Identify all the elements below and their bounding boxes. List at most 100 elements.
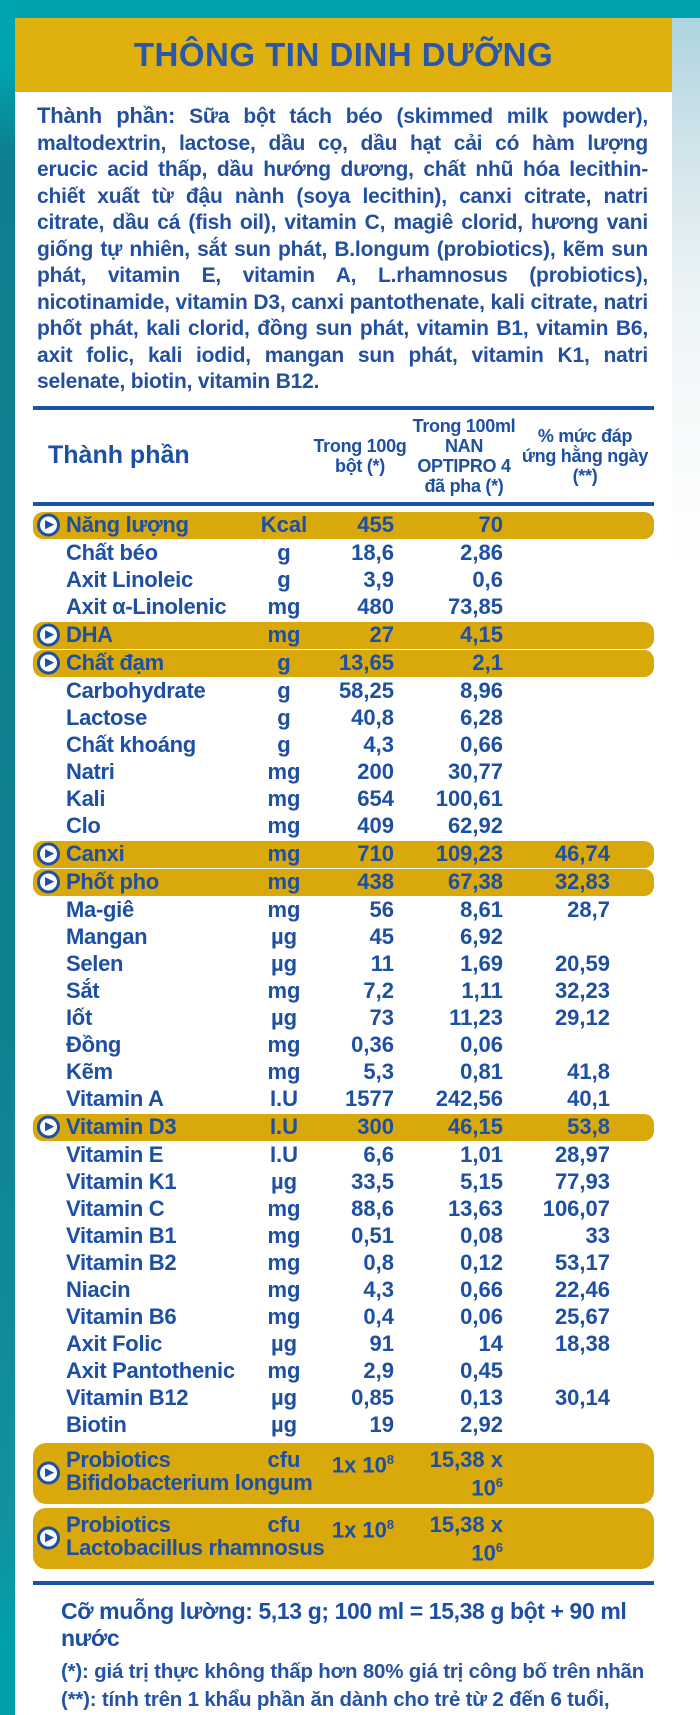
nutrient-name: DHA [66,622,113,647]
nutrient-unit: cfu [267,1446,301,1472]
footer-divider [33,1580,654,1585]
nutrient-name: Niacin [66,1277,131,1302]
value-per-100g: 0,51 [351,1223,394,1248]
value-pct-daily: 33 [585,1223,610,1248]
value-per-100ml: 62,92 [447,813,503,838]
value-pct-daily: 32,83 [554,869,610,894]
value-per-100ml: 0,6 [472,567,503,592]
bullet-play-icon: ▶ [37,870,60,894]
nutrient-name: Chất khoáng [66,732,196,757]
value-pct-daily: 77,93 [554,1169,610,1194]
play-triangle: ▶ [45,656,54,669]
value-per-100ml: 1,69 [460,951,503,976]
nutrient-unit: g [277,650,291,675]
nutrient-unit: g [277,732,291,757]
bullet-play-icon: ▶ [37,513,60,537]
value-pct-daily: 29,12 [554,1005,610,1030]
value-per-100ml: 15,38 x 106 [429,1446,503,1500]
nutrient-unit: mg [267,594,301,619]
value-per-100ml: 1,01 [460,1142,503,1167]
value-per-100g: 58,25 [338,678,394,703]
value-per-100ml: 70 [478,512,503,537]
value-per-100g: 4,3 [363,732,394,757]
value-per-100ml: 73,85 [447,594,503,619]
nutrient-unit: µg [270,1331,298,1356]
bullet-play-icon: ▶ [37,1526,60,1550]
value-per-100g: 3,9 [363,567,394,592]
table-row: Mangan µg 45 6,92 [33,924,654,951]
table-row: Natri mg 200 30,77 [33,759,654,786]
value-per-100ml: 0,81 [460,1059,503,1084]
nutrient-name: Đồng [66,1032,122,1057]
value-pct-daily: 32,23 [554,978,610,1003]
nutrient-unit: µg [270,1169,298,1194]
value-per-100ml: 8,96 [460,678,503,703]
value-per-100g: 19 [369,1412,394,1437]
value-per-100ml: 11,23 [449,1005,503,1030]
nutrient-unit: mg [267,786,301,811]
value-per-100ml: 2,1 [472,650,503,675]
value-per-100ml: 0,66 [460,732,503,757]
value-per-100g: 5,3 [363,1059,394,1084]
header-component: Thành phần [48,441,190,469]
value-per-100g: 91 [369,1331,394,1356]
nutrient-name: Năng lượng [66,512,189,537]
bullet-play-icon: ▶ [37,651,60,675]
value-per-100ml: 67,38 [447,869,503,894]
value-per-100g: 0,36 [351,1032,394,1057]
value-per-100ml: 0,12 [460,1250,503,1275]
play-triangle: ▶ [45,1531,54,1544]
nutrient-name: Axit Linoleic [66,567,193,592]
header-per-100ml: Trong 100ml NAN OPTIPRO 4 đã pha (*) [412,415,516,496]
value-per-100ml: 0,08 [460,1223,503,1248]
play-triangle: ▶ [45,847,54,860]
value-per-100ml: 0,45 [460,1358,503,1383]
nutrient-name: Vitamin B1 [66,1223,177,1248]
nutrient-name: Lactose [66,705,148,730]
bullet-play-icon: ▶ [37,1115,60,1139]
play-triangle: ▶ [45,518,54,531]
nutrient-unit: cfu [267,1511,301,1537]
nutrient-name: Phốt pho [66,869,159,894]
nutrient-unit: Kcal [260,512,308,537]
nutrient-unit: mg [267,813,301,838]
table-row: Kẽm mg 5,3 0,81 41,8 [33,1059,654,1086]
nutrient-unit: g [277,567,291,592]
table-header: Thành phần Trong 100g bột (*) Trong 100m… [33,405,654,506]
table-row: Vitamin A I.U 1577 242,56 40,1 [33,1086,654,1113]
value-pct-daily: 41,8 [567,1059,610,1084]
play-triangle: ▶ [45,1120,54,1133]
nutrient-unit: mg [267,1250,301,1275]
table-row: Vitamin B6 mg 0,4 0,06 25,67 [33,1304,654,1331]
nutrient-name-line1: Probiotics [66,1511,171,1537]
value-pct-daily: 28,7 [567,897,610,922]
value-per-100ml: 13,63 [447,1196,503,1221]
footnote-double-star: (**): tính trên 1 khẩu phần ăn dành cho … [61,1687,610,1711]
table-row: Kali mg 654 100,61 [33,786,654,813]
value-per-100g: 1577 [345,1086,394,1111]
table-row: Biotin µg 19 2,92 [33,1412,654,1439]
value-pct-daily: 53,17 [554,1250,610,1275]
nutrient-name-line1: Probiotics [66,1446,171,1472]
nutrient-name: Mangan [66,924,148,949]
nutrient-name: Vitamin E [66,1142,164,1167]
nutrient-name: Axit Folic [66,1331,163,1356]
table-row: Lactose g 40,8 6,28 [33,705,654,732]
nutrient-unit: mg [267,978,301,1003]
value-pct-daily: 20,59 [554,951,610,976]
bullet-play-icon: ▶ [37,623,60,647]
value-per-100g: 45 [369,924,394,949]
title-banner: THÔNG TIN DINH DƯỠNG [15,18,672,92]
nutrient-unit: µg [270,1412,298,1437]
value-per-100g: 200 [357,759,394,784]
value-per-100ml: 0,66 [460,1277,503,1302]
value-per-100ml: 6,28 [460,705,503,730]
nutrient-unit: mg [267,759,301,784]
footer-notes: Cỡ muỗng lường: 5,13 g; 100 ml = 15,38 g… [33,1580,654,1715]
header-per-100g: Trong 100g bột (*) [313,435,407,476]
nutrient-name: Vitamin A [66,1086,164,1111]
table-row: ▶ Vitamin D3 I.U 300 46,15 53,8 [33,1113,654,1141]
table-row: Vitamin B12 µg 0,85 0,13 30,14 [33,1385,654,1412]
value-per-100ml: 109,23 [435,841,503,866]
